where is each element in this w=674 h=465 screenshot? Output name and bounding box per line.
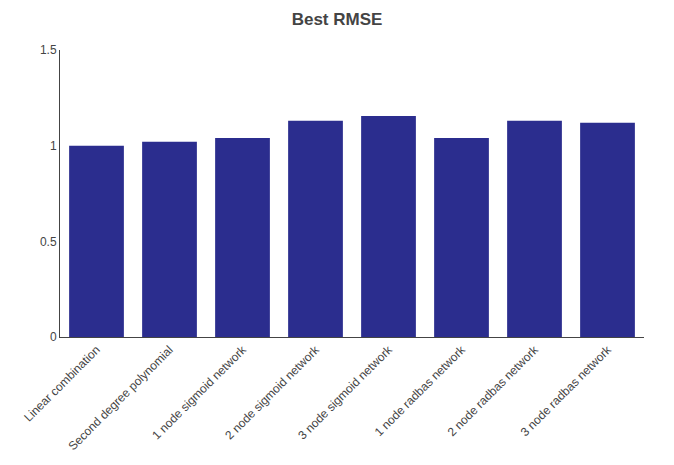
- svg-text:Linear combination: Linear combination: [21, 343, 103, 425]
- svg-text:1: 1: [50, 139, 57, 153]
- svg-text:0: 0: [50, 330, 57, 344]
- svg-text:3 node sigmoid network: 3 node sigmoid network: [295, 342, 395, 442]
- svg-text:0.5: 0.5: [40, 235, 57, 249]
- svg-text:2 node radbas network: 2 node radbas network: [445, 342, 542, 439]
- svg-text:1 node sigmoid network: 1 node sigmoid network: [149, 342, 249, 442]
- svg-text:1 node radbas network: 1 node radbas network: [372, 342, 469, 439]
- svg-text:3 node radbas network: 3 node radbas network: [518, 342, 615, 439]
- svg-text:Best RMSE: Best RMSE: [292, 10, 383, 29]
- svg-text:Second degree polynomial: Second degree polynomial: [65, 343, 175, 453]
- svg-text:1.5: 1.5: [40, 43, 57, 57]
- svg-text:2 node sigmoid network: 2 node sigmoid network: [222, 342, 322, 442]
